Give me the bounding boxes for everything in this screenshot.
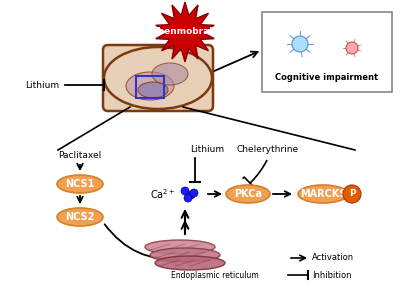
Text: P: P	[349, 189, 355, 198]
Text: Lithium: Lithium	[190, 145, 224, 155]
Circle shape	[181, 187, 189, 195]
Ellipse shape	[104, 47, 212, 109]
Text: Chenmobrain: Chenmobrain	[151, 28, 219, 36]
Polygon shape	[156, 2, 214, 62]
Text: PKCa: PKCa	[234, 189, 262, 199]
FancyBboxPatch shape	[103, 45, 213, 111]
Circle shape	[343, 185, 361, 203]
Ellipse shape	[138, 82, 168, 98]
Text: Inhibition: Inhibition	[312, 271, 352, 279]
Ellipse shape	[226, 185, 270, 203]
Ellipse shape	[57, 175, 103, 193]
Text: Chelerythrine: Chelerythrine	[237, 145, 299, 155]
Text: NCS2: NCS2	[65, 212, 95, 222]
Circle shape	[190, 189, 198, 197]
Ellipse shape	[152, 63, 188, 85]
Ellipse shape	[298, 185, 348, 203]
Circle shape	[346, 42, 358, 54]
Ellipse shape	[155, 256, 225, 270]
Bar	[136, 76, 164, 98]
Text: Cognitive impairment: Cognitive impairment	[276, 74, 378, 82]
Ellipse shape	[145, 240, 215, 254]
Ellipse shape	[150, 248, 220, 262]
Text: Paclitaxel: Paclitaxel	[58, 151, 102, 159]
Text: Lithium: Lithium	[25, 81, 59, 89]
Circle shape	[187, 191, 195, 199]
Text: Ca$^{2+}$: Ca$^{2+}$	[150, 187, 175, 201]
Ellipse shape	[126, 72, 174, 100]
Text: Endoplasmic reticulum: Endoplasmic reticulum	[171, 271, 259, 279]
Text: NCS1: NCS1	[65, 179, 95, 189]
Text: Activation: Activation	[312, 254, 354, 262]
Bar	[262, 12, 392, 92]
Ellipse shape	[57, 208, 103, 226]
Circle shape	[184, 194, 192, 202]
Circle shape	[292, 36, 308, 52]
Text: MARCKS: MARCKS	[300, 189, 346, 199]
